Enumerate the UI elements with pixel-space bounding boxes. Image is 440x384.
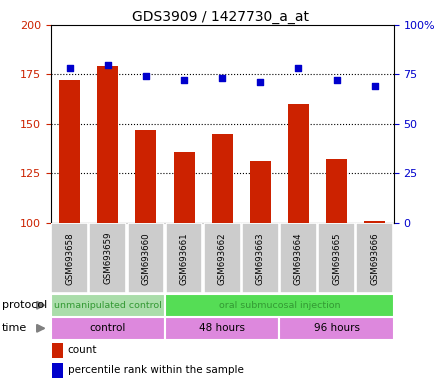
Text: unmanipulated control: unmanipulated control: [54, 301, 161, 310]
Text: GSM693666: GSM693666: [370, 232, 379, 285]
Bar: [136, 130, 157, 223]
Text: GSM693660: GSM693660: [141, 232, 150, 285]
Bar: [288, 104, 309, 223]
Point: [295, 65, 302, 71]
Bar: [279, 317, 394, 340]
Point: [104, 61, 111, 68]
Bar: [51, 294, 165, 317]
Text: protocol: protocol: [2, 300, 48, 310]
Bar: [51, 317, 165, 340]
Text: oral submucosal injection: oral submucosal injection: [219, 301, 340, 310]
Bar: [280, 223, 317, 293]
Text: percentile rank within the sample: percentile rank within the sample: [68, 366, 244, 376]
Text: 96 hours: 96 hours: [314, 323, 359, 333]
Bar: [89, 223, 126, 293]
Point: [371, 83, 378, 89]
Text: GSM693661: GSM693661: [180, 232, 189, 285]
Bar: [128, 223, 164, 293]
Text: 48 hours: 48 hours: [199, 323, 245, 333]
Text: GSM693662: GSM693662: [218, 232, 227, 285]
Text: count: count: [68, 345, 97, 355]
Bar: [250, 161, 271, 223]
Bar: [59, 80, 80, 223]
Point: [66, 65, 73, 71]
Text: control: control: [90, 323, 126, 333]
Point: [257, 79, 264, 85]
Bar: [97, 66, 118, 223]
Text: GSM693658: GSM693658: [65, 232, 74, 285]
Text: GSM693665: GSM693665: [332, 232, 341, 285]
Bar: [356, 223, 393, 293]
Bar: [364, 221, 385, 223]
Bar: [51, 223, 88, 293]
Text: GSM693664: GSM693664: [294, 232, 303, 285]
Bar: [242, 223, 279, 293]
Bar: [166, 223, 202, 293]
Text: GDS3909 / 1427730_a_at: GDS3909 / 1427730_a_at: [132, 10, 308, 23]
Bar: [174, 152, 194, 223]
Bar: [165, 294, 394, 317]
Point: [219, 75, 226, 81]
Text: GSM693659: GSM693659: [103, 232, 112, 285]
Bar: [204, 223, 241, 293]
Bar: [326, 159, 347, 223]
Bar: [318, 223, 355, 293]
Point: [180, 77, 187, 83]
Point: [333, 77, 340, 83]
Bar: [165, 317, 279, 340]
Bar: [212, 134, 233, 223]
Text: time: time: [2, 323, 27, 333]
Text: GSM693663: GSM693663: [256, 232, 265, 285]
Point: [143, 73, 150, 79]
Bar: [52, 343, 62, 358]
Bar: [52, 363, 62, 378]
